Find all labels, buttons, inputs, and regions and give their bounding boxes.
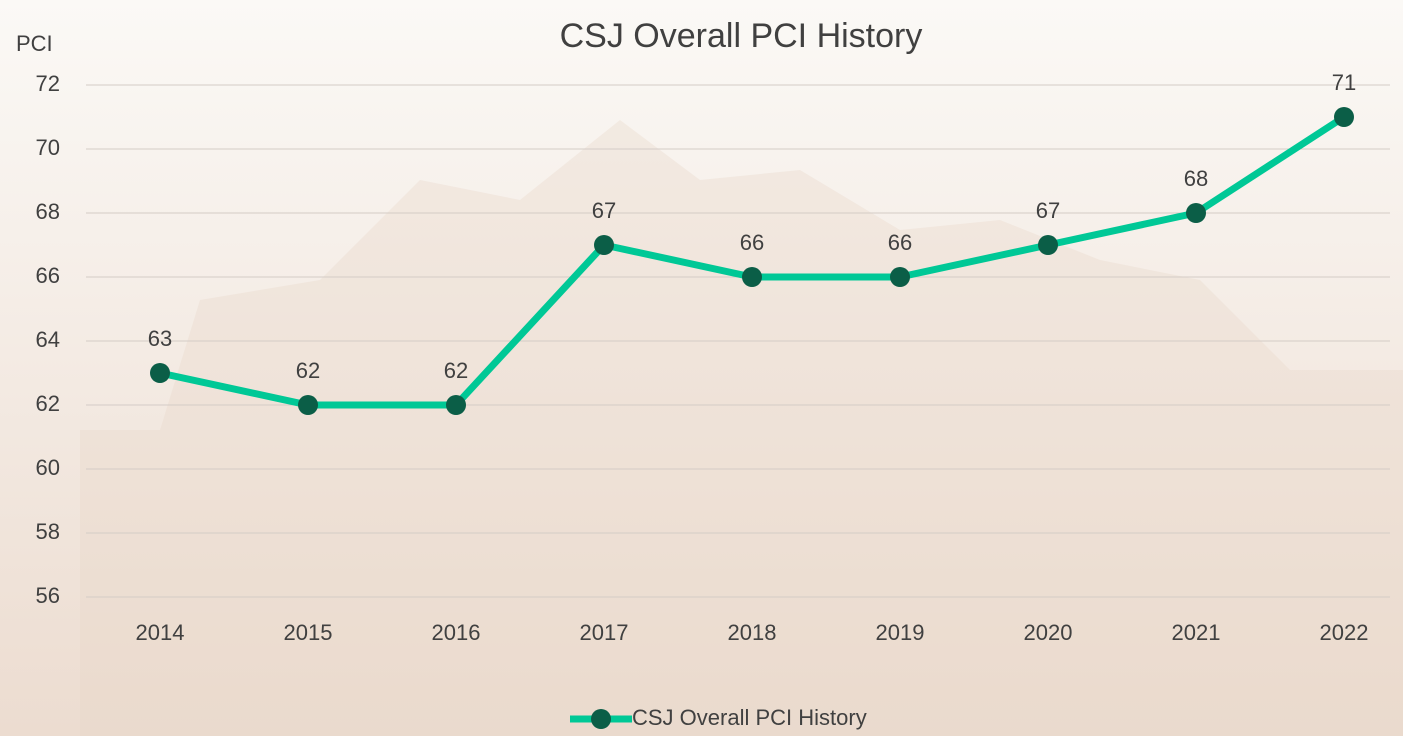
x-tick-label: 2019 [876, 620, 925, 645]
data-point [150, 363, 170, 383]
y-axis-label: PCI [16, 31, 53, 56]
x-tick-label: 2014 [136, 620, 185, 645]
data-point [446, 395, 466, 415]
x-tick-label: 2021 [1172, 620, 1221, 645]
x-tick-label: 2017 [580, 620, 629, 645]
y-tick-label: 70 [36, 135, 60, 160]
y-tick-label: 56 [36, 583, 60, 608]
data-label: 62 [296, 358, 320, 383]
data-label: 68 [1184, 166, 1208, 191]
x-tick-label: 2018 [728, 620, 777, 645]
x-tick-label: 2020 [1024, 620, 1073, 645]
data-label: 67 [1036, 198, 1060, 223]
data-point [1334, 107, 1354, 127]
y-tick-label: 60 [36, 455, 60, 480]
data-label: 66 [740, 230, 764, 255]
y-tick-label: 58 [36, 519, 60, 544]
y-tick-label: 68 [36, 199, 60, 224]
data-label: 62 [444, 358, 468, 383]
decoration [80, 120, 1403, 736]
data-label: 66 [888, 230, 912, 255]
data-label: 63 [148, 326, 172, 351]
data-label: 71 [1332, 70, 1356, 95]
y-tick-label: 72 [36, 71, 60, 96]
legend-marker [591, 709, 611, 729]
chart-title: CSJ Overall PCI History [560, 17, 923, 55]
y-tick-label: 64 [36, 327, 60, 352]
legend-label: CSJ Overall PCI History [632, 705, 867, 730]
x-tick-label: 2016 [432, 620, 481, 645]
x-tick-label: 2022 [1320, 620, 1369, 645]
y-tick-label: 62 [36, 391, 60, 416]
data-point [742, 267, 762, 287]
data-point [890, 267, 910, 287]
data-point [1186, 203, 1206, 223]
data-label: 67 [592, 198, 616, 223]
data-point [594, 235, 614, 255]
data-point [298, 395, 318, 415]
y-tick-label: 66 [36, 263, 60, 288]
x-tick-label: 2015 [284, 620, 333, 645]
data-point [1038, 235, 1058, 255]
